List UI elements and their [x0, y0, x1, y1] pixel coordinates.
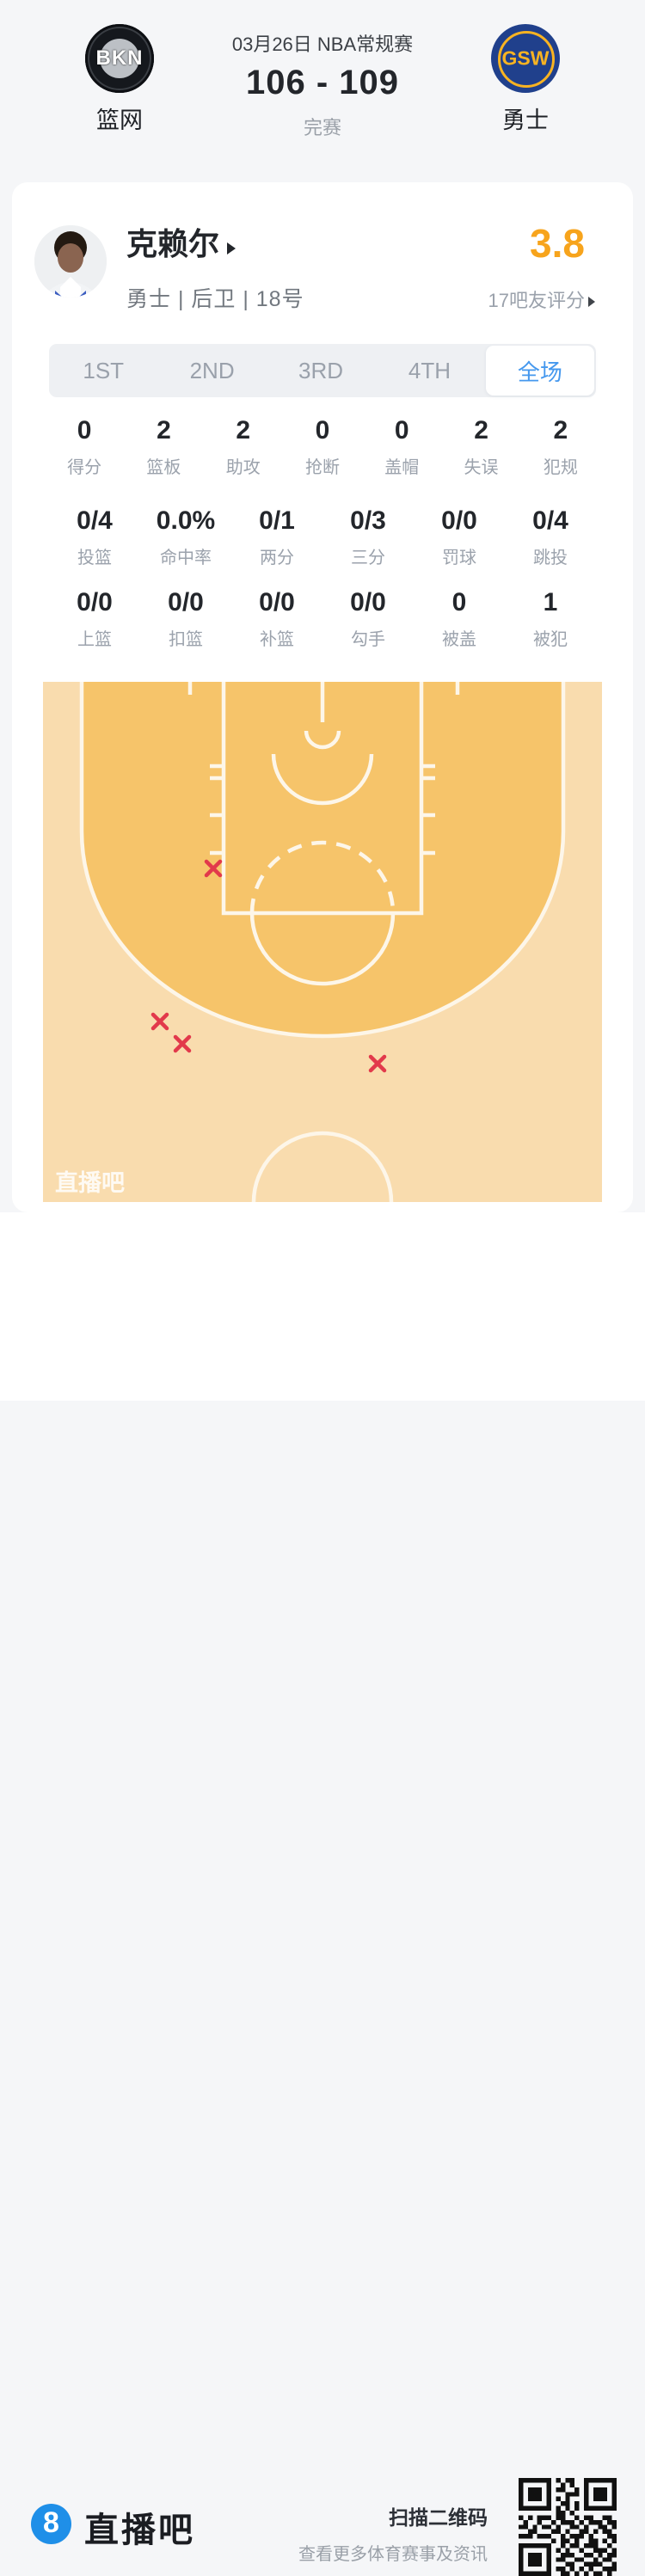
stat-三分: 0/3 三分	[350, 506, 386, 567]
stat-两分: 0/1 两分	[259, 506, 295, 567]
tab-1ST[interactable]: 1ST	[83, 357, 125, 383]
scan-text-block: 扫描二维码 查看更多体育赛事及资讯	[298, 2501, 488, 2565]
half-court-circle	[251, 1131, 394, 1202]
stat-罚球: 0/0 罚球	[441, 506, 477, 567]
stat-得分: 0 得分	[67, 416, 102, 477]
stat-上篮: 0/0 上篮	[77, 588, 113, 649]
stat-row-shooting: 0/4 投篮 0.0% 命中率 0/1 两分 0/3 三分 0/0 罚球 0/4 跳投	[12, 506, 633, 568]
bkn-logo-icon: BKN	[85, 24, 154, 93]
scan-subtitle: 查看更多体育赛事及资讯	[298, 2545, 488, 2564]
missed-shot-marker	[173, 1034, 192, 1053]
missed-shot-marker	[368, 1054, 387, 1073]
stat-跳投: 0/4 跳投	[532, 506, 568, 567]
stat-犯规: 2 犯规	[543, 416, 578, 477]
team-home[interactable]: BKN 篮网	[77, 24, 163, 135]
team-away-name: 勇士	[502, 107, 549, 133]
player-meta: 勇士 | 后卫 | 18号	[126, 287, 304, 311]
match-status: 完赛	[303, 117, 342, 138]
footer-banner: 8 直播吧 扫描二维码 查看更多体育赛事及资讯	[0, 1212, 645, 2576]
zhibo8-logo-8: 8	[43, 2505, 59, 2539]
stat-抢断: 0 抢断	[304, 416, 340, 477]
lane-lines	[221, 682, 424, 916]
lane-hash-right	[421, 764, 435, 856]
player-name-text: 克赖尔	[126, 226, 220, 261]
shot-chart-court: 直播吧	[43, 682, 602, 1202]
player-detail-caret-icon	[227, 242, 236, 255]
stat-被盖: 0 被盖	[442, 588, 476, 649]
stat-勾手: 0/0 勾手	[350, 588, 386, 649]
gsw-logo-icon: GSW	[491, 24, 560, 93]
court-watermark: 直播吧	[55, 1170, 125, 1196]
match-score: 106 - 109	[245, 64, 400, 101]
tab-全场[interactable]: 全场	[485, 346, 595, 396]
team-home-name: 篮网	[96, 107, 143, 133]
missed-shot-marker	[150, 1012, 169, 1031]
player-rating: 3.8	[530, 221, 585, 266]
stat-被犯: 1 被犯	[533, 588, 568, 649]
tab-3RD[interactable]: 3RD	[298, 357, 344, 383]
rim-arc	[304, 730, 341, 750]
stat-篮板: 2 篮板	[146, 416, 181, 477]
free-throw-circle-solid	[249, 912, 396, 986]
stat-助攻: 2 助攻	[225, 416, 261, 477]
restricted-area-arc	[271, 753, 374, 806]
stat-命中率: 0.0% 命中率	[156, 506, 216, 567]
team-away[interactable]: GSW 勇士	[482, 24, 568, 135]
rating-votes-text: 17吧友评分	[488, 290, 585, 311]
player-avatar-image	[34, 225, 107, 297]
three-point-line	[79, 682, 566, 1039]
baseline-ticks	[187, 682, 460, 695]
player-avatar[interactable]	[34, 225, 107, 297]
stat-失误: 2 失误	[464, 416, 499, 477]
tab-2ND[interactable]: 2ND	[189, 357, 235, 383]
zhibo8-logo-icon: 8	[31, 2504, 71, 2544]
bkn-abbr: BKN	[95, 46, 144, 70]
stat-扣篮: 0/0 扣篮	[168, 588, 204, 649]
player-stats-card: 克赖尔 勇士 | 后卫 | 18号 3.8 17吧友评分 1ST 2ND 3RD 4T…	[12, 182, 633, 1212]
scan-title: 扫描二维码	[389, 2506, 488, 2529]
tab-4TH[interactable]: 4TH	[408, 357, 451, 383]
brand-name: 直播吧	[84, 2512, 195, 2549]
player-name[interactable]: 克赖尔	[126, 225, 236, 263]
quarter-tabs: 1ST 2ND 3RD 4TH 全场	[49, 344, 596, 397]
lane-hash-left	[210, 764, 224, 856]
shot-markers	[150, 859, 387, 1073]
stat-row-main: 0 得分 2 篮板 2 助攻 0 抢断 0 盖帽 2 失误 2 犯规	[12, 416, 633, 478]
match-date: 03月26日 NBA常规赛	[231, 34, 414, 55]
stat-盖帽: 0 盖帽	[384, 416, 420, 477]
stat-row-shot-types: 0/0 上篮 0/0 扣篮 0/0 补篮 0/0 勾手 0 被盖 1 被犯	[12, 588, 633, 650]
stat-投篮: 0/4 投篮	[77, 506, 113, 567]
rating-caret-icon	[588, 297, 595, 307]
qr-code	[519, 2478, 617, 2576]
stat-补篮: 0/0 补篮	[259, 588, 295, 649]
bkn-logo-inner-circle	[100, 39, 139, 78]
gsw-logo-ring	[498, 31, 555, 88]
gsw-abbr: GSW	[501, 46, 550, 70]
match-header: 03月26日 NBA常规赛 106 - 109 完赛	[232, 29, 413, 140]
rating-votes[interactable]: 17吧友评分	[488, 285, 595, 313]
free-throw-circle-dashed	[249, 840, 396, 914]
missed-shot-marker	[204, 859, 223, 878]
